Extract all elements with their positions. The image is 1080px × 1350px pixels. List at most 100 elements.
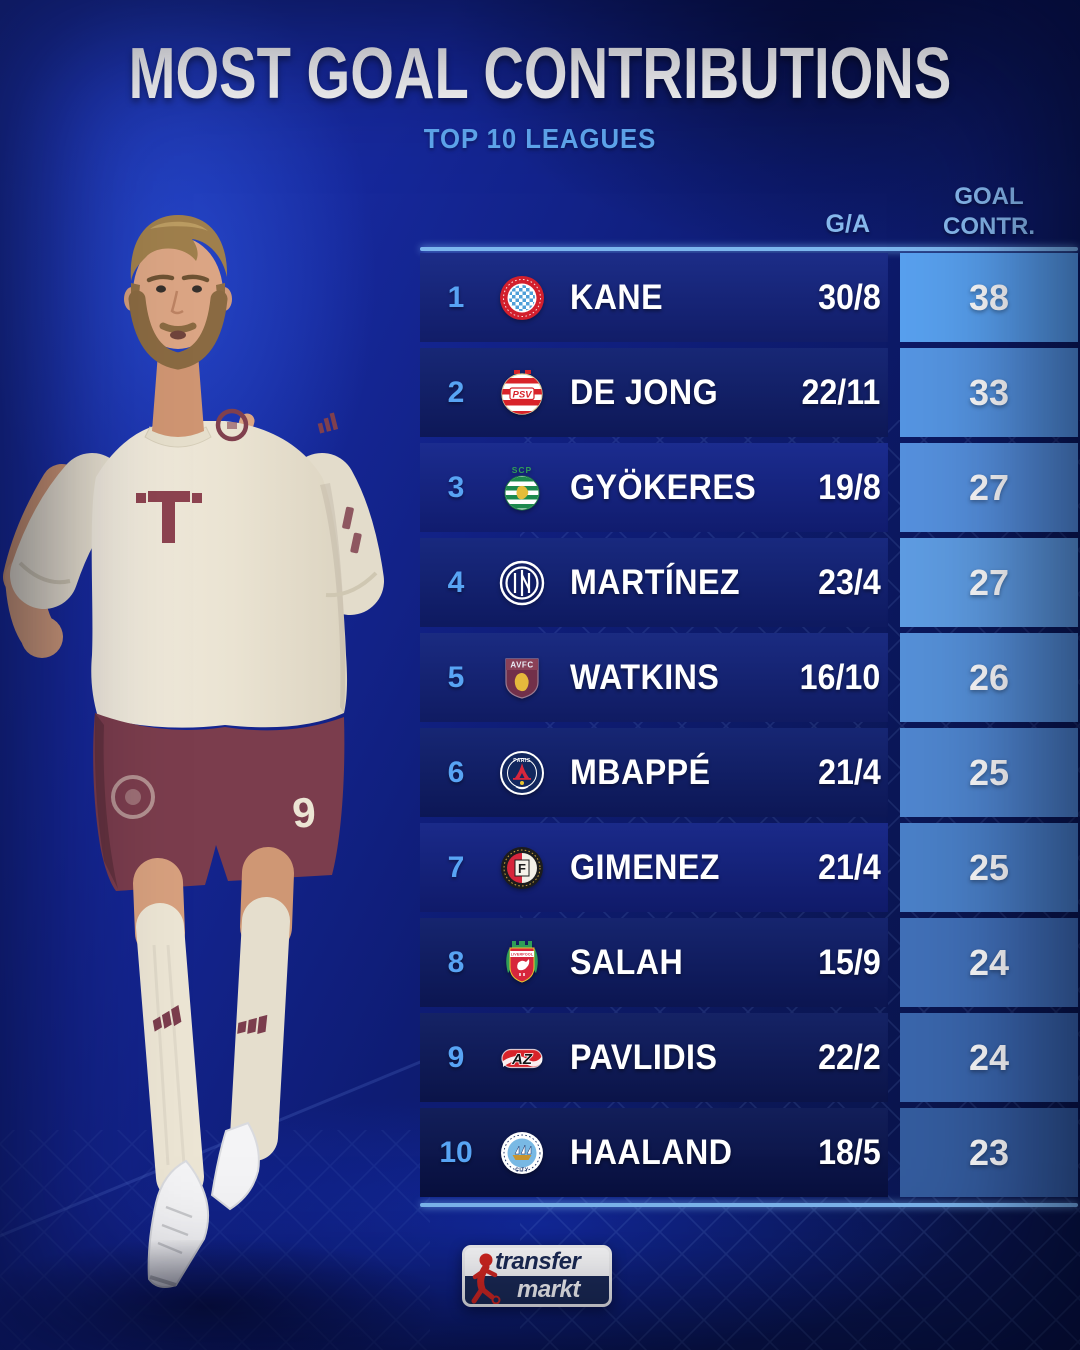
row-main-cell: 4 MARTÍNEZ 23/4 [420,538,888,627]
player-name: HAALAND [570,1132,733,1172]
table-row: 2 PSV DE JONG 22/11 33 [420,348,1078,437]
ga-value: 15/9 [817,942,881,982]
table-row: 8 LIVERPOOL SALAH 15/9 24 [420,918,1078,1007]
rank-label: 4 [447,565,465,599]
rank-label: 7 [447,850,465,884]
logo-word-markt: markt [517,1276,580,1303]
rank-label: 6 [447,755,465,789]
ga-value: 23/4 [817,562,881,602]
goal-contr-cell: 33 [900,348,1078,437]
player-name: DE JONG [570,372,719,412]
manchester-city-badge: CITY [501,1131,543,1174]
table-row: 3 SCP GYÖKERES 19/8 27 [420,443,1078,532]
rank-label: 1 [447,280,465,314]
header: MOST GOAL CONTRIBUTIONS TOP 10 LEAGUES [0,34,1080,155]
goal-contr-value: 24 [968,1036,1010,1078]
player-name: MARTÍNEZ [570,562,741,602]
player-name: WATKINS [570,657,720,697]
az-alkmaar-badge: AZ [501,1048,543,1068]
goal-contr-value: 38 [968,276,1010,318]
svg-text:LIVERPOOL: LIVERPOOL [511,952,534,956]
club-badge: CITY [498,1129,546,1177]
row-main-cell: 6 PARIS MBAPPÉ 21/4 [420,728,888,817]
club-badge: LIVERPOOL [498,939,546,987]
svg-text:AVFC: AVFC [510,660,533,669]
goal-contr-value: 24 [968,941,1010,983]
column-header-goal-contr: GOAL CONTR. [900,182,1078,242]
table-row: 9 AZ PAVLIDIS 22/2 24 [420,1013,1078,1102]
goal-contr-value: 25 [968,751,1010,793]
row-main-cell: 7 F GIMENEZ 21/4 [420,823,888,912]
table-row: 7 F GIMENEZ 21/4 25 [420,823,1078,912]
bayern-munich-badge [500,275,544,320]
club-badge: F [498,844,546,892]
table-rows: 1 KANE 30/8 38 2 PSV [420,253,1078,1197]
goal-contr-cell: 25 [900,728,1078,817]
ga-value: 16/10 [800,657,881,697]
rank-label: 2 [447,375,465,409]
goal-contr-cell: 26 [900,633,1078,722]
club-badge: PARIS [498,749,546,797]
goal-contr-cell: 24 [900,918,1078,1007]
rank-label: 10 [439,1135,473,1169]
ga-value: 21/4 [817,847,881,887]
svg-text:AZ: AZ [511,1051,533,1068]
player-name: KANE [570,277,664,317]
ga-value: 30/8 [817,277,881,317]
club-badge: AVFC [498,654,546,702]
table-row: 10 CITY HAALAND 18/5 23 [420,1108,1078,1197]
paris-saint-germain-badge: PARIS [500,750,544,795]
row-main-cell: 3 SCP GYÖKERES 19/8 [420,443,888,532]
transfermarkt-logo: transfer markt [462,1245,612,1307]
column-header-ga: G/A [825,210,870,238]
player-photo: 9 [3,215,384,1288]
inter-milan-badge [499,560,545,605]
goal-contr-value: 27 [968,561,1010,603]
svg-text:9: 9 [291,788,318,837]
svg-text:CITY: CITY [515,1167,529,1173]
table-row: 6 PARIS MBAPPÉ 21/4 25 [420,728,1078,817]
page-subtitle: TOP 10 LEAGUES [423,123,657,154]
row-main-cell: 10 CITY HAALAND 18/5 [420,1108,888,1197]
table-header: G/A GOAL CONTR. [420,182,1078,247]
goal-contr-cell: 27 [900,538,1078,627]
ga-value: 19/8 [817,467,881,507]
rank-label: 8 [447,945,465,979]
logo-word-transfer: transfer [495,1248,581,1275]
table-row: 4 MARTÍNEZ 23/4 27 [420,538,1078,627]
table-bottom-divider [420,1203,1078,1207]
goal-contr-value: 25 [968,846,1010,888]
goal-contr-value: 23 [968,1131,1010,1173]
svg-text:PSV: PSV [512,389,532,400]
goal-contr-value: 26 [968,656,1010,698]
table-row: 1 KANE 30/8 38 [420,253,1078,342]
goal-contr-value: 33 [968,371,1010,413]
table-row: 5 AVFC WATKINS 16/10 26 [420,633,1078,722]
table-top-divider [420,247,1078,251]
goal-contr-cell: 23 [900,1108,1078,1197]
player-name: PAVLIDIS [570,1037,718,1077]
transfermarkt-player-icon [471,1253,501,1304]
rank-label: 5 [447,660,465,694]
club-badge: PSV [498,369,546,417]
feyenoord-badge: F [501,846,543,889]
row-main-cell: 8 LIVERPOOL SALAH 15/9 [420,918,888,1007]
player-name: GYÖKERES [570,467,757,507]
row-main-cell: 5 AVFC WATKINS 16/10 [420,633,888,722]
goal-contr-cell: 27 [900,443,1078,532]
page-title: MOST GOAL CONTRIBUTIONS [128,34,952,114]
club-badge [498,274,546,322]
svg-text:SCP: SCP [512,465,532,475]
column-header-goal: GOAL [954,183,1024,210]
player-name: MBAPPÉ [570,752,711,792]
player-name: GIMENEZ [570,847,720,887]
rank-label: 9 [447,1040,465,1074]
ga-value: 18/5 [817,1132,881,1172]
row-main-cell: 1 KANE 30/8 [420,253,888,342]
ga-value: 22/11 [801,372,881,412]
goal-contr-cell: 38 [900,253,1078,342]
club-badge [498,559,546,607]
club-badge: AZ [498,1034,546,1082]
svg-text:F: F [518,861,526,876]
